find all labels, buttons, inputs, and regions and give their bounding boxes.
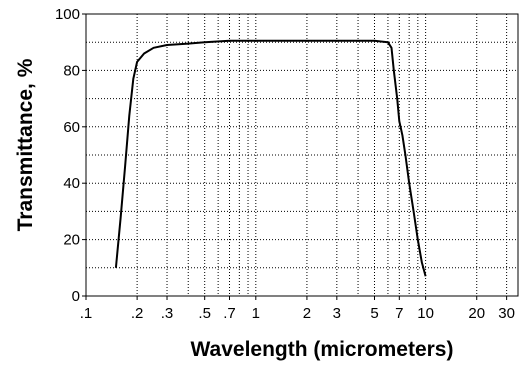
x-tick-label: 5 (370, 305, 378, 322)
x-tick-label: 30 (498, 305, 515, 322)
y-tick-label: 80 (63, 62, 80, 79)
y-axis-label: Transmittance, % (14, 58, 37, 231)
x-tick-label: .2 (131, 305, 144, 322)
y-tick-label: 0 (72, 288, 80, 305)
x-tick-label: 10 (417, 305, 434, 322)
x-tick-label: .3 (161, 305, 174, 322)
y-tick-label: 60 (63, 119, 80, 136)
y-tick-labels: 0 20 40 60 80 100 (55, 6, 86, 305)
x-tick-label: .7 (223, 305, 236, 322)
x-tick-label: .1 (80, 305, 93, 322)
grid-lines (86, 14, 518, 296)
x-tick-label: 20 (468, 305, 485, 322)
y-tick-label: 40 (63, 175, 80, 192)
x-tick-label: .5 (198, 305, 211, 322)
x-tick-labels: .1 .2 .3 .5 .7 1 2 3 5 7 10 20 30 (80, 296, 515, 322)
plot-frame (85, 13, 519, 297)
x-tick-label: 2 (303, 305, 311, 322)
x-tick-label: 7 (395, 305, 403, 322)
x-axis-label: Wavelength (micrometers) (191, 338, 454, 361)
x-tick-label: 1 (252, 305, 260, 322)
y-tick-label: 100 (55, 6, 80, 23)
y-tick-label: 20 (63, 232, 80, 249)
transmittance-curve (114, 39, 427, 277)
x-tick-label: 3 (333, 305, 341, 322)
